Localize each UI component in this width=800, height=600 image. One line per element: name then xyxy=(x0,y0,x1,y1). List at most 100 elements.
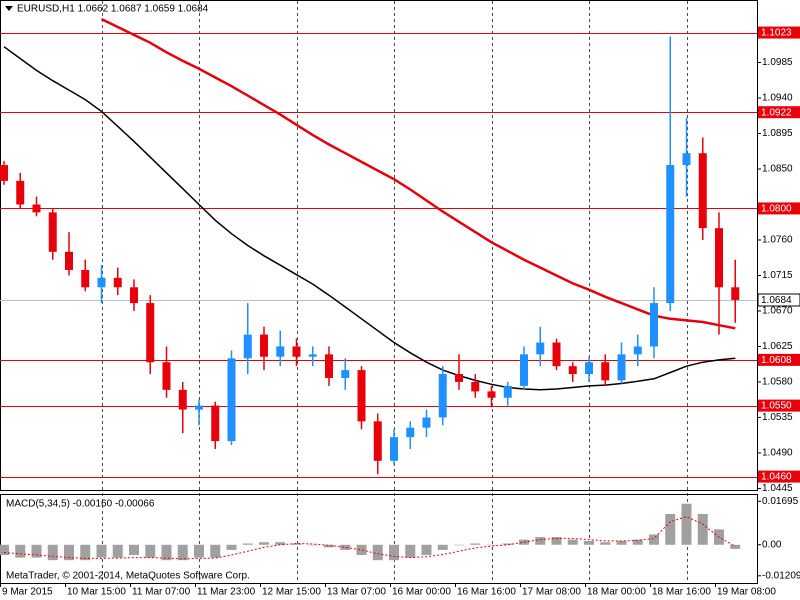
level-label-box xyxy=(758,353,800,366)
y-tick-label: 1.0715 xyxy=(762,270,793,281)
x-tick-label: 17 Mar 08:00 xyxy=(522,587,581,598)
candle-body xyxy=(715,228,723,288)
level-label: 1.0460 xyxy=(761,472,792,483)
y-tick-label: 1.0445 xyxy=(762,483,793,494)
candle-body xyxy=(65,251,73,270)
candle-body xyxy=(633,346,642,355)
y-tick-label: 1.0850 xyxy=(762,164,793,175)
candle-body xyxy=(585,362,593,375)
candle-body xyxy=(162,362,171,390)
candle-body xyxy=(357,370,366,422)
level-label-box xyxy=(758,106,800,119)
candle-body xyxy=(520,354,528,386)
macd-bar xyxy=(551,537,562,545)
level-label: 1.1023 xyxy=(761,28,792,39)
level-label: 1.0922 xyxy=(761,107,792,118)
y-tick-label: 1.0895 xyxy=(762,128,793,139)
macd-bar xyxy=(0,544,9,556)
macd-bar xyxy=(697,513,708,545)
candle-body xyxy=(308,354,317,357)
macd-bar xyxy=(275,542,286,545)
candle-body xyxy=(682,153,691,166)
y-tick-label: -0.01209 xyxy=(762,570,800,581)
macd-bar xyxy=(600,542,611,545)
candle-body xyxy=(552,342,561,367)
candle-body xyxy=(276,346,285,357)
candle-body xyxy=(195,405,203,410)
x-tick-label: 18 Mar 00:00 xyxy=(587,587,646,598)
candle-body xyxy=(260,334,268,357)
x-tick-label: 9 Mar 2015 xyxy=(2,587,53,598)
candle-body xyxy=(146,303,155,363)
macd-bar xyxy=(31,544,42,558)
macd-bar xyxy=(649,534,659,545)
x-tick-label: 19 Mar 08:00 xyxy=(717,587,776,598)
macd-bar xyxy=(502,543,513,545)
moving-average xyxy=(3,46,736,391)
candle-body xyxy=(666,165,675,304)
macd-bar xyxy=(730,544,741,549)
x-tick-label: 12 Mar 15:00 xyxy=(262,587,321,598)
candle-body xyxy=(130,287,138,304)
level-label: 1.0608 xyxy=(761,355,792,366)
macd-bar xyxy=(567,539,578,545)
macd-bar xyxy=(80,544,91,561)
y-tick-label: 1.0490 xyxy=(762,448,793,459)
macd-bar xyxy=(372,544,383,561)
candle-body xyxy=(48,212,57,252)
candle-body xyxy=(601,362,610,381)
candle-body xyxy=(373,421,382,461)
current-price-label: 1.0684 xyxy=(761,295,792,306)
candle-body xyxy=(487,391,496,398)
y-tick-label: 1.0760 xyxy=(762,235,793,246)
candle-body xyxy=(650,303,658,347)
candle-body xyxy=(568,366,577,375)
y-tick-label: 0.00 xyxy=(762,539,782,550)
macd-bar xyxy=(470,543,481,545)
candle-body xyxy=(471,381,480,392)
x-tick-label: 16 Mar 00:00 xyxy=(392,587,451,598)
y-tick-label: 1.0940 xyxy=(762,93,793,104)
x-tick-label: 10 Mar 15:00 xyxy=(67,587,126,598)
macd-bar xyxy=(324,544,334,548)
moving-average xyxy=(100,17,736,330)
macd-bar xyxy=(535,537,546,545)
candle-body xyxy=(16,180,25,205)
macd-bar xyxy=(389,544,399,561)
candle-body xyxy=(422,417,431,428)
macd-bar xyxy=(307,544,318,546)
signal-line xyxy=(3,516,736,560)
candle-body xyxy=(536,342,545,355)
x-tick-label: 13 Mar 07:00 xyxy=(327,587,386,598)
macd-bar xyxy=(210,544,221,558)
macd-bar xyxy=(340,544,351,550)
macd-bar xyxy=(454,544,464,546)
level-label-box xyxy=(758,470,800,483)
candle-body xyxy=(390,437,398,461)
y-tick-label: 1.0670 xyxy=(762,306,793,317)
y-tick-label: 0.01695 xyxy=(762,496,799,507)
macd-bar xyxy=(405,544,416,558)
macd-bar xyxy=(145,544,156,558)
candle-body xyxy=(211,405,220,442)
candle-body xyxy=(0,165,8,181)
macd-bar xyxy=(665,513,676,545)
level-label: 1.0800 xyxy=(761,204,792,215)
macd-bar xyxy=(177,544,188,561)
macd-bar xyxy=(64,544,74,561)
current-price-box xyxy=(757,293,800,307)
candle-body xyxy=(455,374,463,382)
candle-body xyxy=(292,346,301,357)
candle-body xyxy=(406,427,415,438)
y-tick-label: 1.0580 xyxy=(762,377,793,388)
candle-body xyxy=(325,354,333,379)
y-tick-label: 1.0985 xyxy=(762,57,793,68)
macd-bar xyxy=(242,543,253,545)
main-panel xyxy=(0,0,758,491)
macd-bar xyxy=(96,544,107,558)
candle-body xyxy=(341,370,350,379)
candle-body xyxy=(113,277,122,288)
y-tick-label: 1.0535 xyxy=(762,412,793,423)
candle-body xyxy=(178,389,187,410)
